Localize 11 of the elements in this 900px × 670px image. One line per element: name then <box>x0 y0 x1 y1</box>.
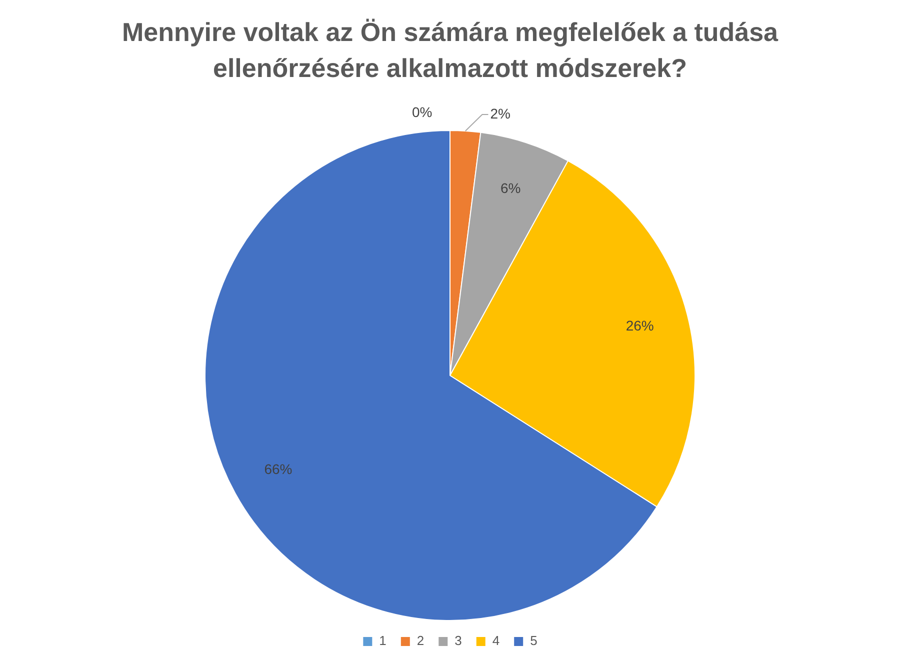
data-label: 6% <box>500 180 521 196</box>
legend-label: 4 <box>492 633 500 648</box>
data-label: 66% <box>264 460 292 477</box>
legend-label: 2 <box>416 633 424 648</box>
text: 0% <box>412 104 432 120</box>
legend-label: 5 <box>530 633 538 648</box>
legend-label: 3 <box>454 633 462 648</box>
legend-label: 1 <box>379 633 386 648</box>
data-label: 26% <box>626 318 654 334</box>
data-label: 2% <box>490 105 510 122</box>
chart-title: Mennyire voltak az Ön számára megfelelőek a tudása ellenőrzésére alkalmazott módszerek? <box>120 16 780 85</box>
